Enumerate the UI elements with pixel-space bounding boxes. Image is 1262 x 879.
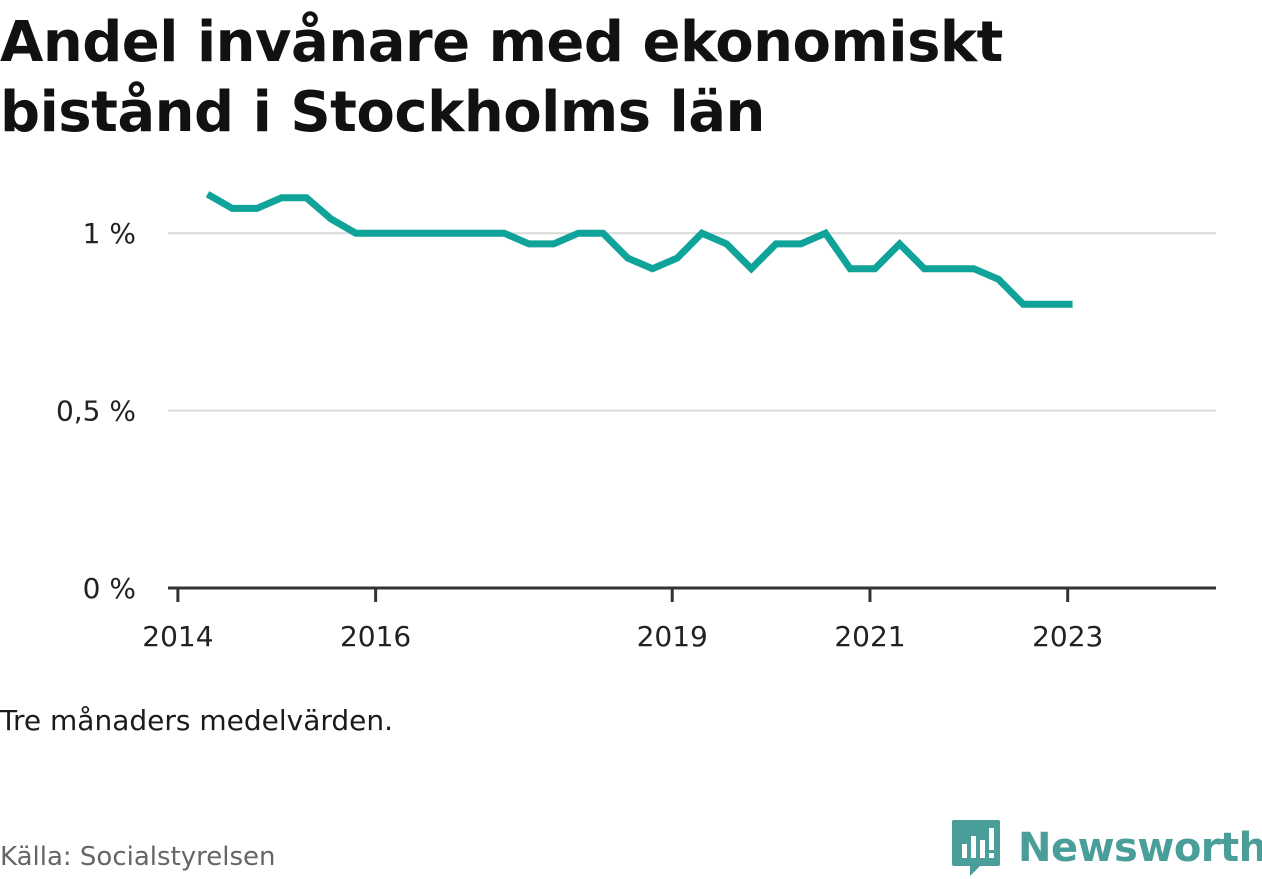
x-tick-label: 2014 [142, 620, 213, 653]
series-line [205, 191, 1073, 308]
x-tick-label: 2021 [834, 620, 905, 653]
line-chart: 0 % 0,5 % 1 % 2014 2016 2019 2021 2023 [56, 191, 1216, 653]
chart-note: Tre månaders medelvärden. [0, 704, 394, 737]
y-tick-label: 0 % [83, 572, 136, 605]
x-tick-label: 2023 [1032, 620, 1103, 653]
x-tick-label: 2016 [340, 620, 411, 653]
y-axis-ticks: 0 % 0,5 % 1 % [56, 217, 136, 605]
newsworthy-logo-icon [952, 820, 1000, 876]
source-text: Källa: Socialstyrelsen [0, 842, 276, 872]
chart-title: Andel invånare med ekonomiskt bistånd i … [0, 10, 1003, 145]
x-tick-label: 2019 [637, 620, 708, 653]
y-tick-label: 1 % [83, 217, 136, 250]
gridlines [168, 232, 1216, 412]
brand-logo: Newsworthy [950, 818, 1262, 878]
x-axis-ticks: 2014 2016 2019 2021 2023 [142, 588, 1103, 653]
y-tick-label: 0,5 % [56, 395, 136, 428]
brand-name: Newsworthy [1018, 825, 1262, 871]
